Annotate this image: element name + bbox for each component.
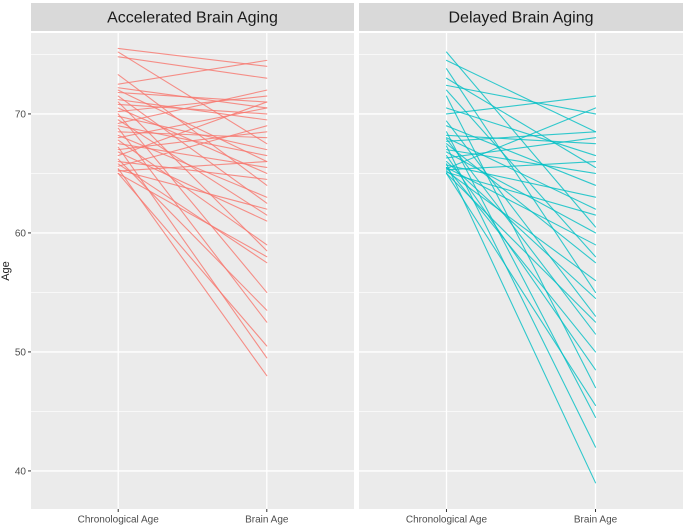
slope-line [445, 163, 597, 484]
x-tick-label: Brain Age [574, 515, 618, 526]
slope-line [117, 119, 268, 216]
slope-line [445, 143, 597, 264]
slope-line [445, 125, 597, 186]
facet-title: Delayed Brain Aging [449, 10, 594, 27]
slope-line [117, 59, 268, 85]
facet-strip [31, 3, 354, 31]
slope-line [117, 139, 268, 246]
slope-line [117, 89, 268, 124]
y-axis-title: Age [0, 261, 12, 281]
slope-line [117, 99, 268, 121]
slope-line [117, 87, 268, 109]
slope-line [117, 107, 268, 139]
slope-line [117, 101, 268, 157]
slope-line [445, 107, 597, 170]
slope-line [117, 103, 268, 115]
slope-line [445, 59, 597, 133]
slope-line [117, 160, 268, 180]
slope-line [117, 158, 268, 311]
slope-line [117, 160, 268, 172]
slope-line [117, 91, 268, 103]
slope-line [445, 145, 597, 448]
slope-line [445, 160, 597, 171]
slope-line [445, 137, 597, 159]
slope-line [445, 170, 597, 282]
slope-line [117, 169, 268, 210]
slope-line [117, 172, 268, 347]
x-tick-label: Chronological Age [78, 515, 160, 526]
slope-line [117, 146, 268, 359]
x-tick-label: Brain Age [245, 515, 289, 526]
slope-line [445, 131, 597, 142]
slope-line [117, 172, 268, 258]
slope-line [445, 172, 597, 407]
slope-line [445, 138, 597, 335]
slope-line [445, 172, 597, 323]
panel-background [359, 33, 683, 509]
y-tick-label: 70 [15, 109, 27, 120]
y-tick-label: 60 [15, 228, 27, 239]
slope-line [445, 166, 597, 246]
slope-line [445, 149, 597, 174]
y-tick-label: 40 [15, 466, 27, 477]
slope-line [445, 137, 597, 210]
slope-line [117, 151, 268, 222]
slope-line [117, 74, 268, 186]
slope-line [445, 95, 597, 115]
y-tick-label: 50 [15, 347, 27, 358]
slope-line [445, 95, 597, 389]
slope-line [445, 164, 597, 198]
x-tick-label: Chronological Age [406, 515, 488, 526]
slope-line [117, 56, 268, 79]
slope-line [445, 77, 597, 169]
slope-line [445, 160, 597, 299]
slope-line [445, 151, 597, 234]
panel-background [31, 33, 354, 509]
slope-line [445, 68, 597, 293]
slope-line [445, 107, 597, 157]
slope-line [445, 84, 597, 115]
slope-line [117, 101, 268, 252]
slope-line [117, 125, 268, 167]
facet-strip [359, 3, 683, 31]
slope-line [117, 95, 268, 204]
facet-title: Accelerated Brain Aging [107, 10, 278, 27]
slope-line [117, 163, 268, 264]
slope-line [117, 95, 268, 113]
slope-line [117, 127, 268, 323]
slope-line [445, 155, 597, 371]
slope-line [445, 171, 597, 216]
slope-line [117, 168, 268, 377]
slope-line [117, 47, 268, 67]
slope-line [117, 115, 268, 151]
slope-line [445, 134, 597, 145]
slope-line [117, 89, 268, 163]
slope-line [117, 113, 268, 293]
